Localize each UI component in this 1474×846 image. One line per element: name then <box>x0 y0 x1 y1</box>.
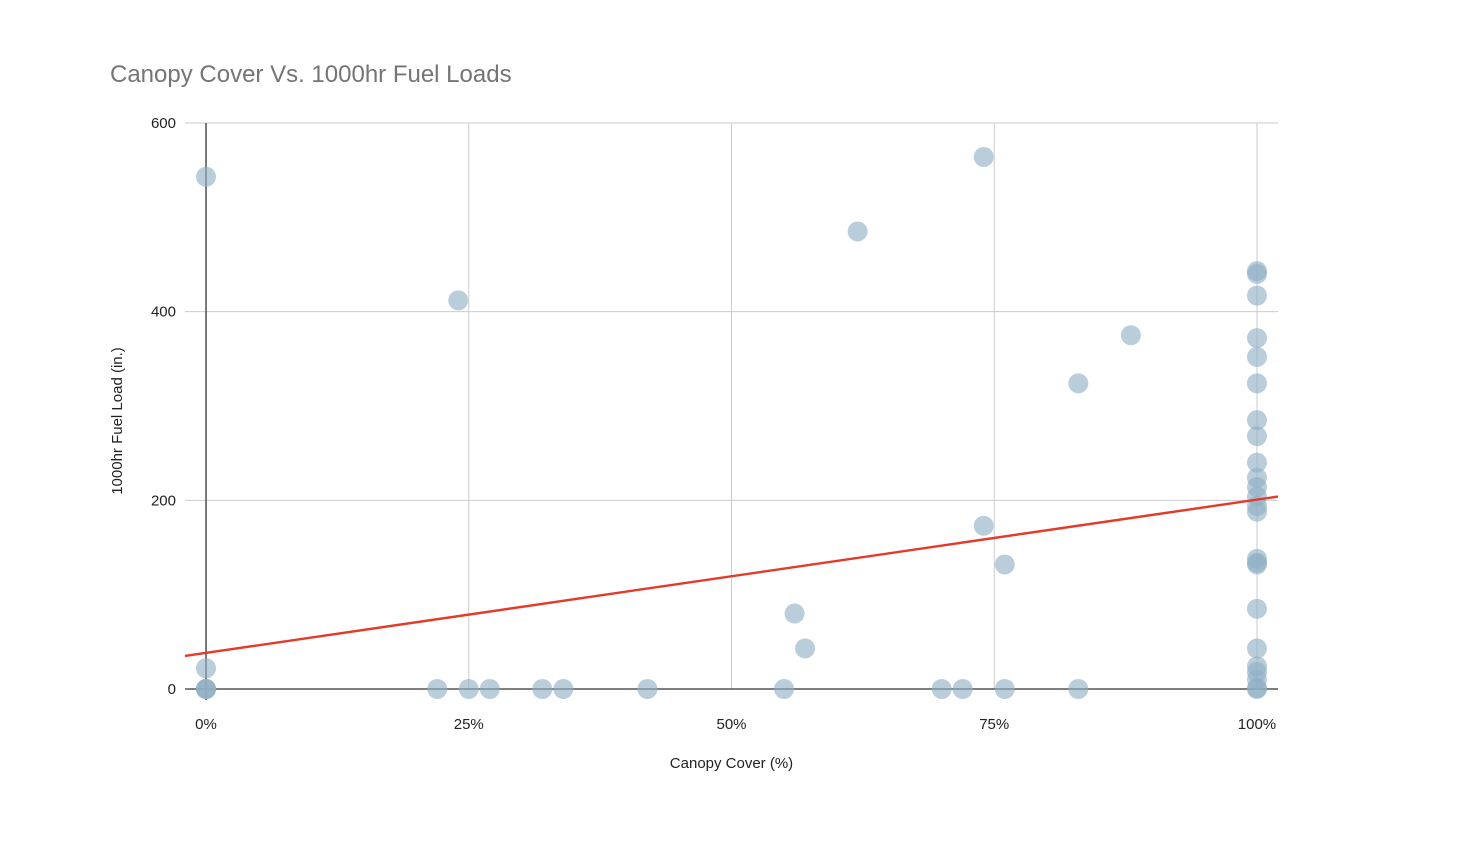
data-point <box>1246 373 1267 394</box>
x-tick-label: 50% <box>716 716 746 733</box>
data-point <box>1246 679 1267 699</box>
data-point <box>1246 501 1267 522</box>
data-point <box>1246 452 1267 473</box>
data-point <box>1246 328 1267 349</box>
x-tick-label: 100% <box>1238 716 1276 733</box>
data-point <box>1120 325 1141 346</box>
y-tick-label: 600 <box>151 115 176 132</box>
data-point <box>994 679 1015 699</box>
data-point <box>448 290 469 311</box>
data-point <box>196 658 217 679</box>
axis-baselines <box>185 123 1278 700</box>
data-point <box>1246 638 1267 659</box>
data-point <box>973 515 994 536</box>
data-point <box>847 221 868 242</box>
data-point <box>1246 285 1267 306</box>
data-point <box>1246 426 1267 447</box>
data-point <box>1246 346 1267 367</box>
trendline <box>184 495 1279 658</box>
x-tick-label: 25% <box>454 716 484 733</box>
x-tick-label: 0% <box>195 716 217 733</box>
data-point <box>795 638 816 659</box>
data-point <box>532 679 553 699</box>
data-point <box>1068 679 1089 699</box>
y-tick-label: 0 <box>168 681 176 698</box>
data-point <box>1068 373 1089 394</box>
data-point <box>458 679 479 699</box>
data-point <box>479 679 500 699</box>
chart-title: Canopy Cover Vs. 1000hr Fuel Loads <box>110 61 512 88</box>
data-point <box>1246 598 1267 619</box>
y-tick-label: 400 <box>151 304 176 321</box>
data-point <box>553 679 574 699</box>
data-point <box>973 146 994 167</box>
grid-lines <box>185 122 1278 689</box>
data-point <box>952 679 973 699</box>
data-point <box>196 166 217 187</box>
data-point <box>1246 410 1267 431</box>
x-tick-label: 75% <box>979 716 1009 733</box>
tick-labels: 0 200 400 600 0% 25% 50% 75% 100% <box>151 115 1276 733</box>
data-point <box>774 679 795 699</box>
data-point <box>637 679 658 699</box>
data-point <box>784 603 805 624</box>
data-point <box>994 554 1015 575</box>
trendline-layer <box>184 495 1279 658</box>
data-points <box>196 146 1267 699</box>
y-tick-label: 200 <box>151 492 176 509</box>
x-axis-title: Canopy Cover (%) <box>670 755 793 772</box>
data-point <box>1246 263 1267 284</box>
y-axis-title: 1000hr Fuel Load (in.) <box>109 347 126 495</box>
data-point <box>196 679 217 699</box>
data-point <box>931 679 952 699</box>
data-point <box>1246 554 1267 575</box>
data-point <box>427 679 448 699</box>
